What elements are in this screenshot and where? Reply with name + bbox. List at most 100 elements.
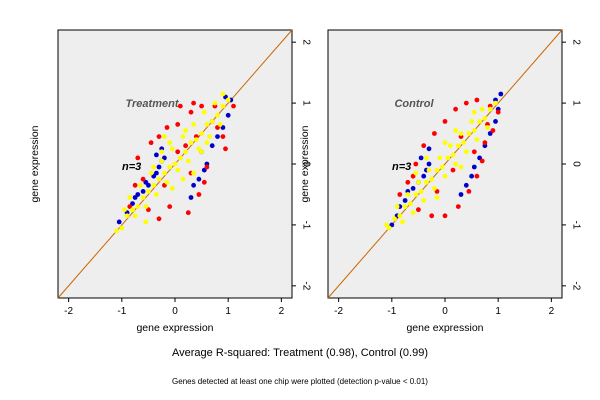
point-yellow-treatment bbox=[191, 122, 197, 127]
point-blue-control bbox=[410, 186, 416, 191]
point-yellow-treatment bbox=[119, 225, 125, 231]
point-yellow-treatment bbox=[180, 176, 186, 182]
point-yellow-control bbox=[447, 143, 453, 149]
x-tick-label-control: 0 bbox=[442, 306, 448, 317]
point-yellow-control bbox=[405, 192, 411, 197]
point-red-treatment bbox=[175, 122, 181, 127]
point-yellow-treatment bbox=[159, 158, 165, 164]
point-red-control bbox=[479, 158, 485, 164]
point-yellow-treatment bbox=[143, 204, 149, 210]
point-red-control bbox=[450, 167, 456, 173]
panel-control: -2 -1 0 1 2 -2 -1 0 1 2 Control n=3 gene expressi… bbox=[299, 29, 581, 334]
point-red-treatment bbox=[201, 179, 207, 185]
point-red-treatment bbox=[223, 146, 228, 152]
figure-summary: Average R-squared: Treatment (0.98), Con… bbox=[172, 347, 428, 359]
point-yellow-treatment bbox=[148, 170, 154, 176]
point-yellow-control bbox=[474, 137, 480, 143]
point-yellow-control bbox=[463, 149, 469, 155]
chart-title-control: Control bbox=[394, 98, 434, 110]
point-red-control bbox=[490, 128, 496, 133]
point-red-control bbox=[455, 204, 461, 210]
point-yellow-treatment bbox=[146, 189, 151, 194]
y-axis-label-control: gene expression bbox=[299, 125, 311, 202]
point-red-treatment bbox=[231, 103, 236, 109]
point-yellow-treatment bbox=[199, 131, 205, 136]
point-yellow-treatment bbox=[204, 122, 210, 127]
point-yellow-control bbox=[386, 225, 392, 231]
point-red-control bbox=[421, 143, 427, 149]
point-yellow-control bbox=[461, 140, 466, 146]
point-yellow-control bbox=[424, 179, 429, 185]
point-yellow-treatment bbox=[130, 207, 135, 213]
point-yellow-control bbox=[432, 186, 437, 191]
point-red-treatment bbox=[191, 100, 197, 106]
point-yellow-control bbox=[442, 173, 448, 179]
points-treatment bbox=[114, 91, 236, 234]
point-red-control bbox=[442, 213, 448, 219]
point-red-control bbox=[463, 100, 469, 106]
point-yellow-control bbox=[416, 179, 421, 185]
point-red-treatment bbox=[204, 164, 210, 170]
point-yellow-control bbox=[426, 167, 432, 173]
point-yellow-control bbox=[469, 119, 474, 124]
point-yellow-control bbox=[392, 216, 397, 222]
y-tick-label-treatment: 1 bbox=[300, 100, 311, 106]
point-red-control bbox=[471, 149, 477, 155]
point-blue-treatment bbox=[215, 134, 220, 140]
x-tick-label-treatment: -2 bbox=[64, 306, 73, 317]
point-blue-control bbox=[418, 155, 424, 161]
x-tick-label-control: 1 bbox=[495, 306, 501, 317]
point-yellow-treatment bbox=[177, 155, 183, 161]
point-yellow-treatment bbox=[140, 195, 146, 200]
point-red-treatment bbox=[148, 140, 154, 146]
point-blue-control bbox=[426, 161, 432, 167]
point-yellow-treatment bbox=[180, 134, 186, 140]
point-blue-control bbox=[402, 198, 408, 203]
point-yellow-treatment bbox=[175, 167, 181, 173]
point-blue-control bbox=[458, 192, 464, 197]
point-yellow-treatment bbox=[201, 109, 207, 115]
point-yellow-control bbox=[453, 128, 458, 133]
panel-treatment: -2 -1 0 1 2 -2 -1 0 1 2 Treatment n=3 gene expres… bbox=[29, 29, 311, 334]
point-yellow-control bbox=[437, 155, 443, 161]
point-yellow-treatment bbox=[159, 149, 165, 155]
point-red-treatment bbox=[140, 176, 146, 182]
point-blue-control bbox=[421, 173, 427, 179]
point-yellow-treatment bbox=[151, 182, 157, 188]
point-yellow-treatment bbox=[122, 207, 127, 213]
point-red-control bbox=[466, 189, 472, 194]
point-blue-treatment bbox=[209, 143, 215, 149]
point-red-control bbox=[474, 97, 480, 103]
y-tick-label-control: 0 bbox=[570, 161, 581, 167]
chart-title-treatment: Treatment bbox=[126, 98, 180, 110]
point-yellow-treatment bbox=[225, 97, 231, 103]
point-red-treatment bbox=[156, 216, 162, 222]
point-yellow-treatment bbox=[167, 140, 173, 146]
point-yellow-control bbox=[429, 176, 435, 182]
point-yellow-control bbox=[445, 155, 451, 161]
point-yellow-treatment bbox=[162, 170, 167, 176]
point-yellow-treatment bbox=[188, 140, 194, 146]
point-yellow-treatment bbox=[215, 112, 220, 118]
point-yellow-treatment bbox=[220, 103, 226, 109]
y-tick-label-control: 1 bbox=[570, 100, 581, 106]
point-yellow-treatment bbox=[199, 149, 205, 155]
point-red-control bbox=[482, 140, 488, 146]
point-yellow-control bbox=[458, 164, 464, 170]
point-yellow-treatment bbox=[183, 149, 189, 155]
point-blue-treatment bbox=[146, 182, 151, 188]
y-tick-label-control: 2 bbox=[570, 39, 581, 45]
point-blue-treatment bbox=[135, 192, 141, 197]
point-yellow-treatment bbox=[154, 192, 159, 197]
point-yellow-control bbox=[413, 170, 419, 176]
point-yellow-control bbox=[434, 167, 440, 173]
point-blue-treatment bbox=[162, 155, 167, 161]
point-red-treatment bbox=[167, 204, 173, 210]
y-tick-label-treatment: -2 bbox=[300, 281, 311, 290]
point-red-control bbox=[410, 173, 416, 179]
point-yellow-control bbox=[479, 106, 485, 112]
point-red-treatment bbox=[177, 103, 183, 109]
point-red-treatment bbox=[183, 143, 189, 149]
point-yellow-treatment bbox=[209, 119, 215, 124]
